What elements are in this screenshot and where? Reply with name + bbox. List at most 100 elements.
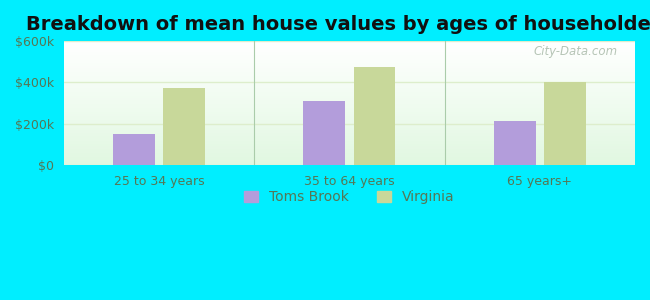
- Bar: [64, 130, 635, 131]
- Bar: [64, 79, 635, 80]
- Bar: [64, 110, 635, 111]
- Bar: [64, 85, 635, 86]
- Bar: [64, 102, 635, 103]
- Bar: [64, 96, 635, 97]
- Bar: [64, 128, 635, 129]
- Bar: [64, 103, 635, 104]
- Bar: [64, 133, 635, 134]
- Bar: [64, 83, 635, 84]
- Bar: [64, 129, 635, 130]
- Bar: [64, 68, 635, 69]
- Bar: [64, 58, 635, 59]
- Bar: [64, 60, 635, 61]
- Bar: [64, 136, 635, 137]
- Bar: [494, 121, 536, 165]
- Bar: [354, 67, 395, 165]
- Bar: [64, 97, 635, 98]
- Bar: [64, 145, 635, 146]
- Bar: [64, 141, 635, 142]
- Bar: [64, 146, 635, 147]
- Bar: [64, 69, 635, 70]
- Bar: [64, 89, 635, 90]
- Bar: [64, 154, 635, 155]
- Text: City-Data.com: City-Data.com: [534, 45, 618, 58]
- Bar: [544, 82, 586, 165]
- Bar: [64, 48, 635, 49]
- Bar: [64, 74, 635, 75]
- Bar: [64, 131, 635, 132]
- Bar: [64, 117, 635, 118]
- Bar: [64, 95, 635, 96]
- Bar: [64, 57, 635, 58]
- Legend: Toms Brook, Virginia: Toms Brook, Virginia: [239, 185, 460, 210]
- Bar: [64, 127, 635, 128]
- Bar: [64, 100, 635, 101]
- Bar: [64, 156, 635, 157]
- Bar: [64, 93, 635, 94]
- Bar: [64, 61, 635, 62]
- Bar: [64, 160, 635, 161]
- Bar: [64, 121, 635, 122]
- Bar: [64, 61, 635, 62]
- Bar: [64, 126, 635, 127]
- Bar: [64, 135, 635, 136]
- Bar: [64, 76, 635, 77]
- Bar: [64, 49, 635, 50]
- Bar: [64, 132, 635, 133]
- Bar: [64, 150, 635, 151]
- Bar: [64, 140, 635, 141]
- Bar: [64, 92, 635, 93]
- Bar: [64, 51, 635, 52]
- Bar: [163, 88, 205, 165]
- Bar: [64, 86, 635, 87]
- Bar: [64, 118, 635, 119]
- Bar: [64, 151, 635, 152]
- Bar: [64, 73, 635, 74]
- Bar: [64, 72, 635, 73]
- Bar: [64, 80, 635, 81]
- Bar: [64, 120, 635, 121]
- Bar: [64, 63, 635, 64]
- Bar: [64, 56, 635, 57]
- Bar: [64, 91, 635, 92]
- Bar: [64, 125, 635, 126]
- Bar: [64, 164, 635, 165]
- Bar: [64, 94, 635, 95]
- Bar: [64, 153, 635, 154]
- Bar: [64, 152, 635, 153]
- Bar: [64, 90, 635, 91]
- Bar: [64, 114, 635, 115]
- Bar: [304, 101, 345, 165]
- Bar: [64, 115, 635, 116]
- Bar: [64, 157, 635, 158]
- Bar: [64, 113, 635, 114]
- Bar: [64, 43, 635, 44]
- Bar: [64, 50, 635, 51]
- Bar: [64, 81, 635, 82]
- Bar: [64, 149, 635, 150]
- Bar: [64, 67, 635, 68]
- Bar: [64, 46, 635, 47]
- Bar: [64, 70, 635, 71]
- Bar: [64, 62, 635, 63]
- Bar: [64, 65, 635, 66]
- Bar: [64, 134, 635, 135]
- Bar: [64, 75, 635, 76]
- Bar: [64, 54, 635, 55]
- Bar: [64, 88, 635, 89]
- Bar: [64, 116, 635, 117]
- Bar: [64, 44, 635, 45]
- Bar: [64, 144, 635, 145]
- Bar: [64, 64, 635, 65]
- Bar: [64, 163, 635, 164]
- Bar: [64, 42, 635, 43]
- Bar: [64, 101, 635, 102]
- Bar: [64, 82, 635, 83]
- Title: Breakdown of mean house values by ages of householders: Breakdown of mean house values by ages o…: [27, 15, 650, 34]
- Bar: [64, 45, 635, 46]
- Bar: [64, 104, 635, 105]
- Bar: [64, 138, 635, 139]
- Bar: [64, 123, 635, 124]
- Bar: [64, 53, 635, 54]
- Bar: [64, 84, 635, 85]
